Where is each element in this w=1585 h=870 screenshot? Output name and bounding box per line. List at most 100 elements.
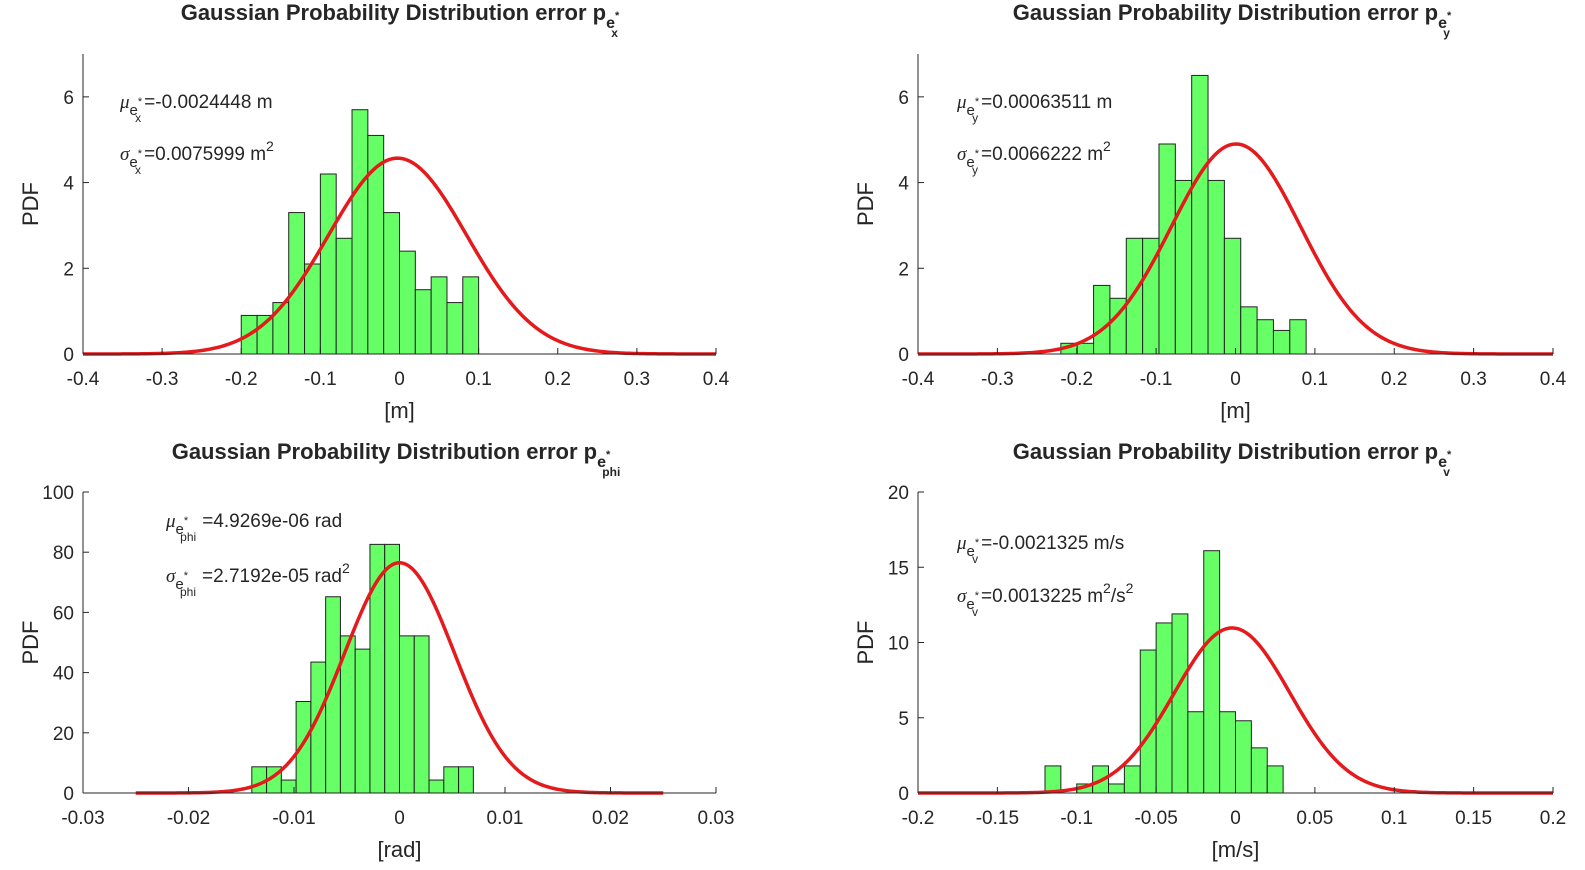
histogram-bar: [1191, 74, 1209, 355]
histogram-bar: [384, 543, 401, 794]
histogram-bars: [251, 543, 474, 794]
histogram-bar: [295, 700, 312, 794]
y-tick-label: 15: [888, 558, 909, 579]
histogram-bar: [304, 263, 321, 355]
y-tick-label: 60: [53, 603, 74, 624]
histogram-bar: [383, 212, 400, 355]
histogram-bar: [1044, 765, 1062, 794]
mean-annotation: μe* x=-0.0024448 m: [119, 92, 273, 125]
histogram-bar: [288, 212, 306, 355]
x-tick-label: 0.02: [592, 808, 629, 829]
x-tick-label: 0: [394, 369, 405, 390]
x-tick-label: -0.2: [1060, 369, 1093, 390]
histogram-bar: [335, 237, 353, 355]
x-tick-label: -0.03: [61, 808, 104, 829]
histogram-bar: [1266, 765, 1284, 794]
chart-title: Gaussian Probability Distribution error …: [1013, 439, 1452, 479]
y-tick-label: 80: [53, 543, 74, 564]
histogram-bar: [462, 276, 480, 355]
histogram-bar: [1219, 711, 1236, 794]
x-tick-label: -0.3: [146, 369, 179, 390]
x-tick-label: 0.2: [1540, 808, 1566, 829]
histogram-bar: [1125, 237, 1144, 355]
x-tick-label: -0.02: [167, 808, 210, 829]
histogram-bar: [443, 766, 460, 794]
y-axis-label: PDF: [853, 182, 878, 226]
x-axis-label: [m]: [1220, 398, 1251, 423]
variance-annotation: σe* v=0.0013225 m2/s2: [957, 580, 1134, 619]
x-tick-label: 0: [1230, 369, 1241, 390]
x-tick-label: 0.15: [1455, 808, 1492, 829]
x-tick-label: 0.3: [624, 369, 650, 390]
gaussian-fit-curve: [83, 156, 717, 356]
y-tick-label: 0: [63, 784, 74, 805]
histogram-bar: [354, 648, 371, 794]
variance-annotation: σe* phi=2.7192e-05 rad2: [166, 560, 350, 599]
y-tick-label: 10: [888, 634, 909, 655]
histogram-bar: [1272, 329, 1291, 355]
histogram-bar: [399, 250, 416, 355]
histogram-bar: [1203, 550, 1221, 794]
y-axis-label: PDF: [18, 621, 43, 665]
chart-panel-2: -0.4 -0.3 -0.2 -0.1 0 0.1 0.2 0.3 0.4 0 2 4 6 [m] PDF G…: [853, 0, 1567, 423]
histogram-bar: [414, 289, 432, 355]
chart-panel-4: -0.2 -0.15 -0.1 -0.05 0 0.05 0.1 0.15 0.2 0 5 10 15 2…: [853, 439, 1566, 862]
chart-panel-3: -0.03 -0.02 -0.01 0 0.01 0.02 0.03 0 20 40 60 80 100…: [18, 439, 734, 862]
y-tick-label: 100: [42, 483, 74, 504]
y-tick-label: 0: [63, 345, 74, 366]
x-tick-label: 0.1: [465, 369, 491, 390]
y-tick-label: 2: [898, 259, 909, 280]
chart-title: Gaussian Probability Distribution error …: [181, 0, 620, 40]
gaussian-fit-curve: [918, 142, 1553, 356]
x-tick-label: -0.1: [1060, 808, 1093, 829]
x-tick-label: -0.3: [981, 369, 1014, 390]
histogram-bar: [413, 635, 430, 794]
y-tick-label: 0: [898, 784, 909, 805]
histogram-bar: [1235, 720, 1252, 794]
histogram-bars: [1044, 550, 1284, 794]
histogram-bar: [430, 276, 448, 355]
chart-panel-1: -0.4 -0.3 -0.2 -0.1 0 0.1 0.2 0.3 0.4 0 2 4 6 [m] PDF G…: [18, 0, 730, 423]
histogram-bar: [351, 109, 369, 355]
histogram-bar: [1207, 179, 1225, 355]
x-tick-label: -0.2: [225, 369, 258, 390]
gaussian-fit-curve: [135, 560, 664, 795]
chart-title: Gaussian Probability Distribution error …: [172, 439, 621, 479]
histogram-bar: [1093, 284, 1111, 355]
mean-annotation: μe* v=-0.0021325 m/s: [956, 533, 1124, 566]
x-tick-label: -0.01: [272, 808, 315, 829]
histogram-bar: [399, 635, 415, 794]
x-tick-label: -0.15: [976, 808, 1019, 829]
variance-annotation: σe* x=0.0075999 m2: [120, 138, 274, 177]
y-tick-label: 40: [53, 664, 74, 685]
histogram-bar: [1108, 783, 1125, 794]
y-tick-label: 4: [63, 174, 74, 195]
histogram-bar: [1240, 306, 1258, 355]
mean-annotation: μe* phi=4.9269e-06 rad: [165, 511, 342, 544]
x-tick-label: 0.2: [1381, 369, 1407, 390]
histogram-bar: [458, 766, 474, 794]
histogram-bar: [1187, 711, 1205, 794]
x-tick-label: 0: [394, 808, 405, 829]
x-tick-label: -0.4: [902, 369, 935, 390]
chart-title: Gaussian Probability Distribution error …: [1013, 0, 1452, 40]
x-tick-label: -0.4: [67, 369, 100, 390]
variance-annotation: σe* y=0.0066222 m2: [957, 138, 1111, 177]
x-tick-label: 0.03: [698, 808, 735, 829]
x-tick-label: 0.1: [1302, 369, 1328, 390]
mean-annotation: μe* y=0.00063511 m: [956, 92, 1112, 125]
y-tick-label: 2: [63, 259, 74, 280]
x-tick-label: -0.1: [304, 369, 337, 390]
y-tick-label: 5: [898, 709, 909, 730]
histogram-bar: [1256, 319, 1274, 355]
histogram-bar: [1139, 649, 1157, 794]
histogram-bar: [272, 302, 290, 355]
x-tick-label: -0.2: [902, 808, 935, 829]
histogram-bar: [1171, 613, 1189, 794]
x-axis-label: [m/s]: [1212, 837, 1260, 862]
y-axis-label: PDF: [853, 621, 878, 665]
histogram-bar: [446, 302, 464, 355]
histogram-bar: [1250, 747, 1268, 794]
y-tick-label: 6: [63, 88, 74, 109]
